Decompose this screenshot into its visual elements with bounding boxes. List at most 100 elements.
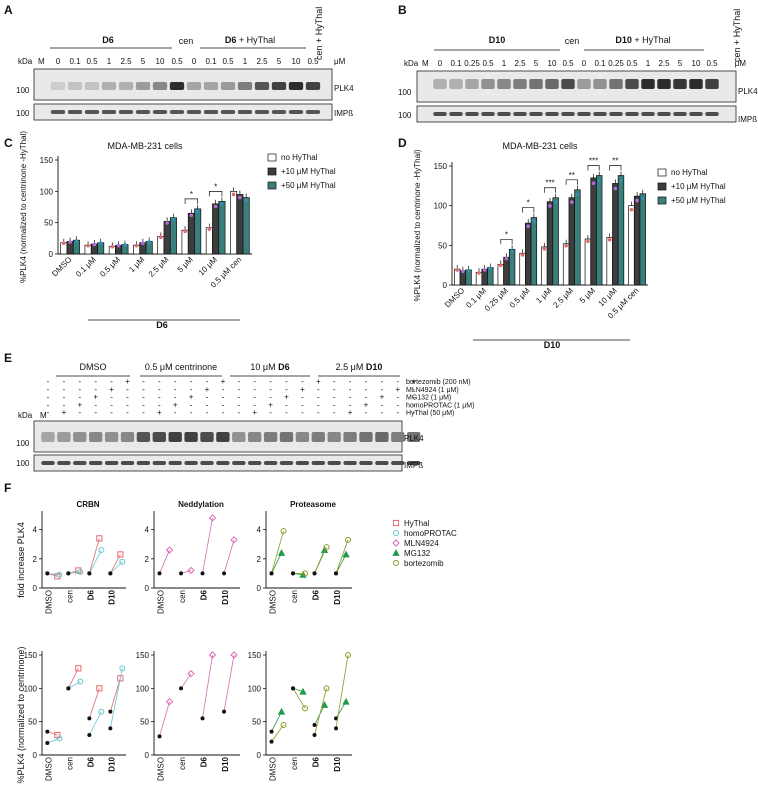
band-label-plk4: PLK4 [738,87,758,96]
data-point [312,571,317,576]
band-label-plk4: PLK4 [334,84,354,93]
data-point [575,192,580,197]
significance-bracket [522,207,535,213]
matrix-sign: - [47,393,50,402]
matrix-sign: - [396,400,399,409]
bar [503,256,510,286]
pair-line [271,724,284,742]
matrix-sign: - [412,393,415,402]
bar [519,252,526,286]
x-tick-label: 1 μM [127,255,146,274]
data-point [165,697,174,706]
x-tick-label: cen [178,757,187,770]
data-point [629,207,634,212]
data-point [165,221,169,225]
data-point [334,716,339,721]
blot-band [465,79,479,89]
plk4-bands [41,432,421,442]
y-tick-label: 0 [257,751,262,760]
bar [205,227,213,255]
blot-band [232,461,246,465]
matrix-sign: + [77,400,82,409]
blot-band [305,82,321,90]
data-point [141,241,145,246]
significance-bracket [208,191,223,197]
data-point [108,571,113,576]
panel-b: B D10 cen D10 + HyThal cen + HyThal kDa … [398,3,758,124]
lane-label: 10 [548,59,557,68]
bar [218,201,226,255]
bar [552,197,559,286]
lane-label: 5 [678,59,683,68]
x-tick-label: D10 [107,756,116,771]
y-tick-label: 100 [24,684,38,693]
matrix-sign: + [300,385,305,394]
data-point [62,241,66,246]
blot-band [497,79,511,89]
data-point [269,739,274,744]
matrix-sign: - [317,393,320,402]
y-tick-label: 4 [257,526,262,535]
matrix-sign: - [412,385,415,394]
matrix-sign: - [190,408,193,417]
data-point [334,726,339,731]
blot-band [104,432,119,442]
bar [194,208,202,255]
x-tick-label: cen [65,757,74,770]
panel-letter-e: E [4,351,12,365]
data-point [56,571,63,578]
bar [590,177,597,286]
pair-line [67,668,79,689]
blot-band [73,461,87,465]
matrix-sign: - [222,408,225,417]
significance-label: *** [545,179,554,188]
group-label-d10: D10 [489,35,506,45]
significance-label: ** [612,157,618,166]
blot-band [609,79,623,89]
matrix-sign: - [158,385,161,394]
blot-band [375,432,389,442]
x-tick-label: cen [290,757,299,770]
matrix-sign: - [78,393,81,402]
data-point [68,240,72,244]
matrix-sign: - [333,377,336,386]
x-tick-label: DMSO [269,757,278,781]
blot-band [545,112,559,116]
blot-band [689,112,703,116]
bar [596,175,603,286]
bar [617,175,625,286]
legend-swatch [267,153,277,162]
x-tick-label: 2.5 μM [147,255,171,279]
x-tick-label: 0.25 μM [483,286,510,313]
data-point [98,241,103,246]
blot-band [135,82,151,90]
pair-line [109,668,123,729]
matrix-sign: - [237,385,240,394]
bar [497,264,504,286]
data-point [117,551,124,558]
blot-band [577,112,591,116]
data-point [86,243,90,248]
band-label-plk4: PLK4 [404,434,424,443]
matrix-sign: - [206,408,209,417]
treatment-label: MG132 (1 μM) [406,395,451,402]
matrix-sign: + [268,400,273,409]
blot-band [237,110,253,114]
legend-label: +10 μM HyThal [281,167,336,176]
data-point [195,209,200,213]
x-tick-label: cen [178,590,187,603]
blot-band [641,112,655,116]
data-point [597,179,602,183]
blot-band [152,461,166,465]
blot-band [673,112,687,116]
pair-line [271,552,282,574]
bar [181,229,189,255]
data-point [291,571,296,576]
blot-band [295,461,310,465]
pair-line [335,539,349,574]
cen-hythal-label: cen + HyThal [732,9,742,62]
group-label: 0.5 μM centrinone [145,362,217,372]
matrix-sign: - [63,377,66,386]
lane-label: 10 [692,59,701,68]
